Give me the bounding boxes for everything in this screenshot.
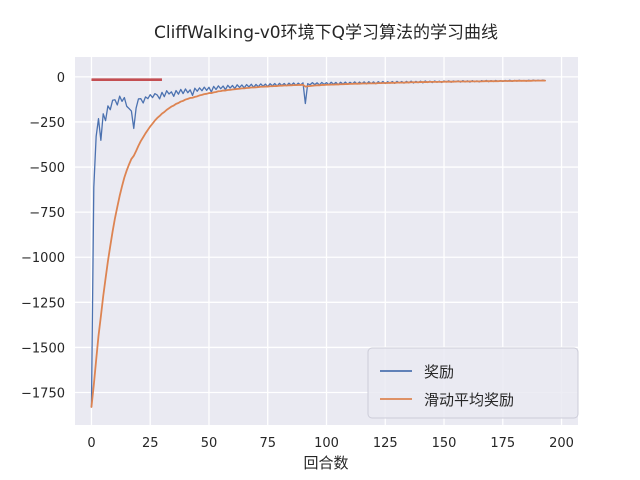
y-tick-label-1: −250 xyxy=(29,116,65,131)
legend-label-reward: 奖励 xyxy=(424,363,454,381)
series-line-1 xyxy=(90,79,546,408)
y-tick-label-3: −750 xyxy=(29,206,65,221)
legend-box xyxy=(367,347,579,419)
legend-entry-reward[interactable]: 奖励 xyxy=(380,363,454,381)
y-tick-label-5: −1250 xyxy=(21,296,65,311)
legend-label-moving-average-reward: 滑动平均奖励 xyxy=(424,391,514,409)
legend-entry-moving-average-reward[interactable]: 滑动平均奖励 xyxy=(380,391,514,409)
y-tick-label-6: −1500 xyxy=(21,341,65,356)
x-tick-label-3: 75 xyxy=(259,436,276,451)
x-tick-label-7: 175 xyxy=(490,436,515,451)
x-tick-label-8: 200 xyxy=(549,436,574,451)
x-tick-label-5: 125 xyxy=(373,436,398,451)
x-axis-tick-labels: 0 25 50 75 100 125 150 175 200 xyxy=(87,436,574,451)
x-tick-label-6: 150 xyxy=(432,436,457,451)
data-series xyxy=(90,79,546,408)
x-axis-label: 回合数 xyxy=(303,454,348,472)
x-tick-label-4: 100 xyxy=(314,436,339,451)
y-tick-label-4: −1000 xyxy=(21,251,65,266)
x-tick-label-2: 50 xyxy=(201,436,218,451)
y-axis-tick-labels: 0 −250 −500 −750 −1000 −1250 −1500 −1750 xyxy=(21,71,65,402)
x-tick-label-0: 0 xyxy=(87,436,95,451)
y-tick-label-7: −1750 xyxy=(21,387,65,402)
chart-legend[interactable]: 奖励 滑动平均奖励 xyxy=(367,347,579,419)
y-tick-label-2: −500 xyxy=(29,161,65,176)
x-tick-label-1: 25 xyxy=(142,436,159,451)
chart-title: CliffWalking-v0环境下Q学习算法的学习曲线 xyxy=(154,23,498,43)
y-tick-label-0: 0 xyxy=(57,71,65,86)
